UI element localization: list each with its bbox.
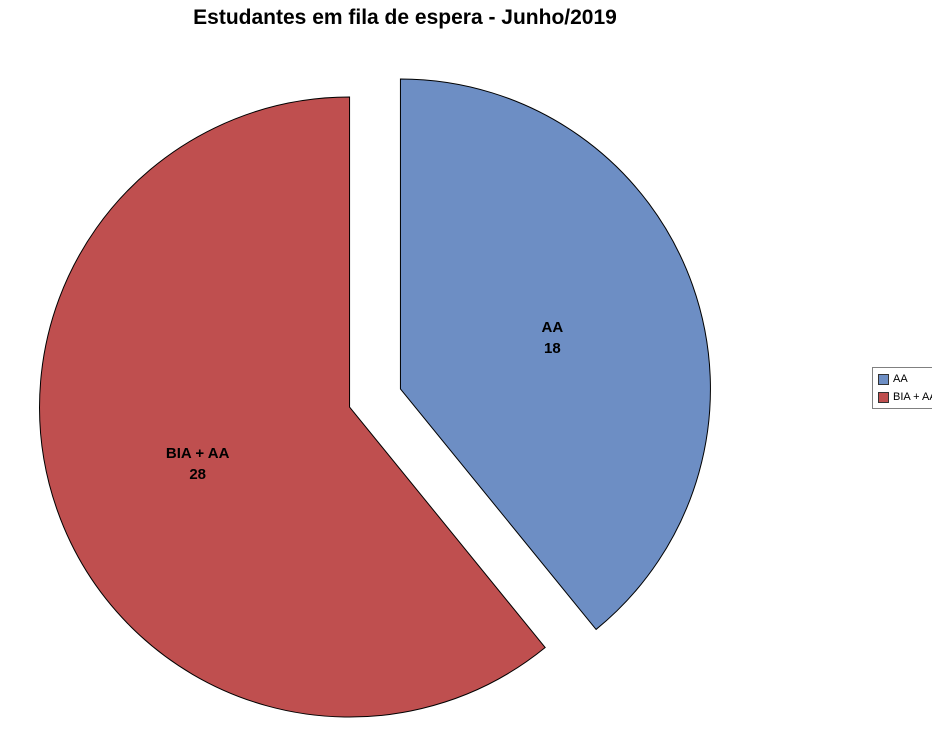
legend-swatch-icon [878, 391, 889, 403]
slice-label: AA 18 [541, 319, 563, 357]
pie-slice-bia-aa[interactable] [39, 96, 546, 718]
legend-swatch-icon [878, 373, 889, 385]
legend-item-aa[interactable]: AA [878, 373, 932, 385]
legend-label: BIA + AA [893, 391, 932, 403]
chart-title: Estudantes em fila de espera - Junho/201… [193, 6, 617, 29]
legend-label: AA [893, 373, 908, 385]
pie-slice-aa[interactable] [399, 78, 711, 631]
slice-label: BIA + AA 28 [166, 445, 230, 483]
legend-item-bia-aa[interactable]: BIA + AA [878, 391, 932, 403]
legend: AA BIA + AA [872, 367, 932, 409]
